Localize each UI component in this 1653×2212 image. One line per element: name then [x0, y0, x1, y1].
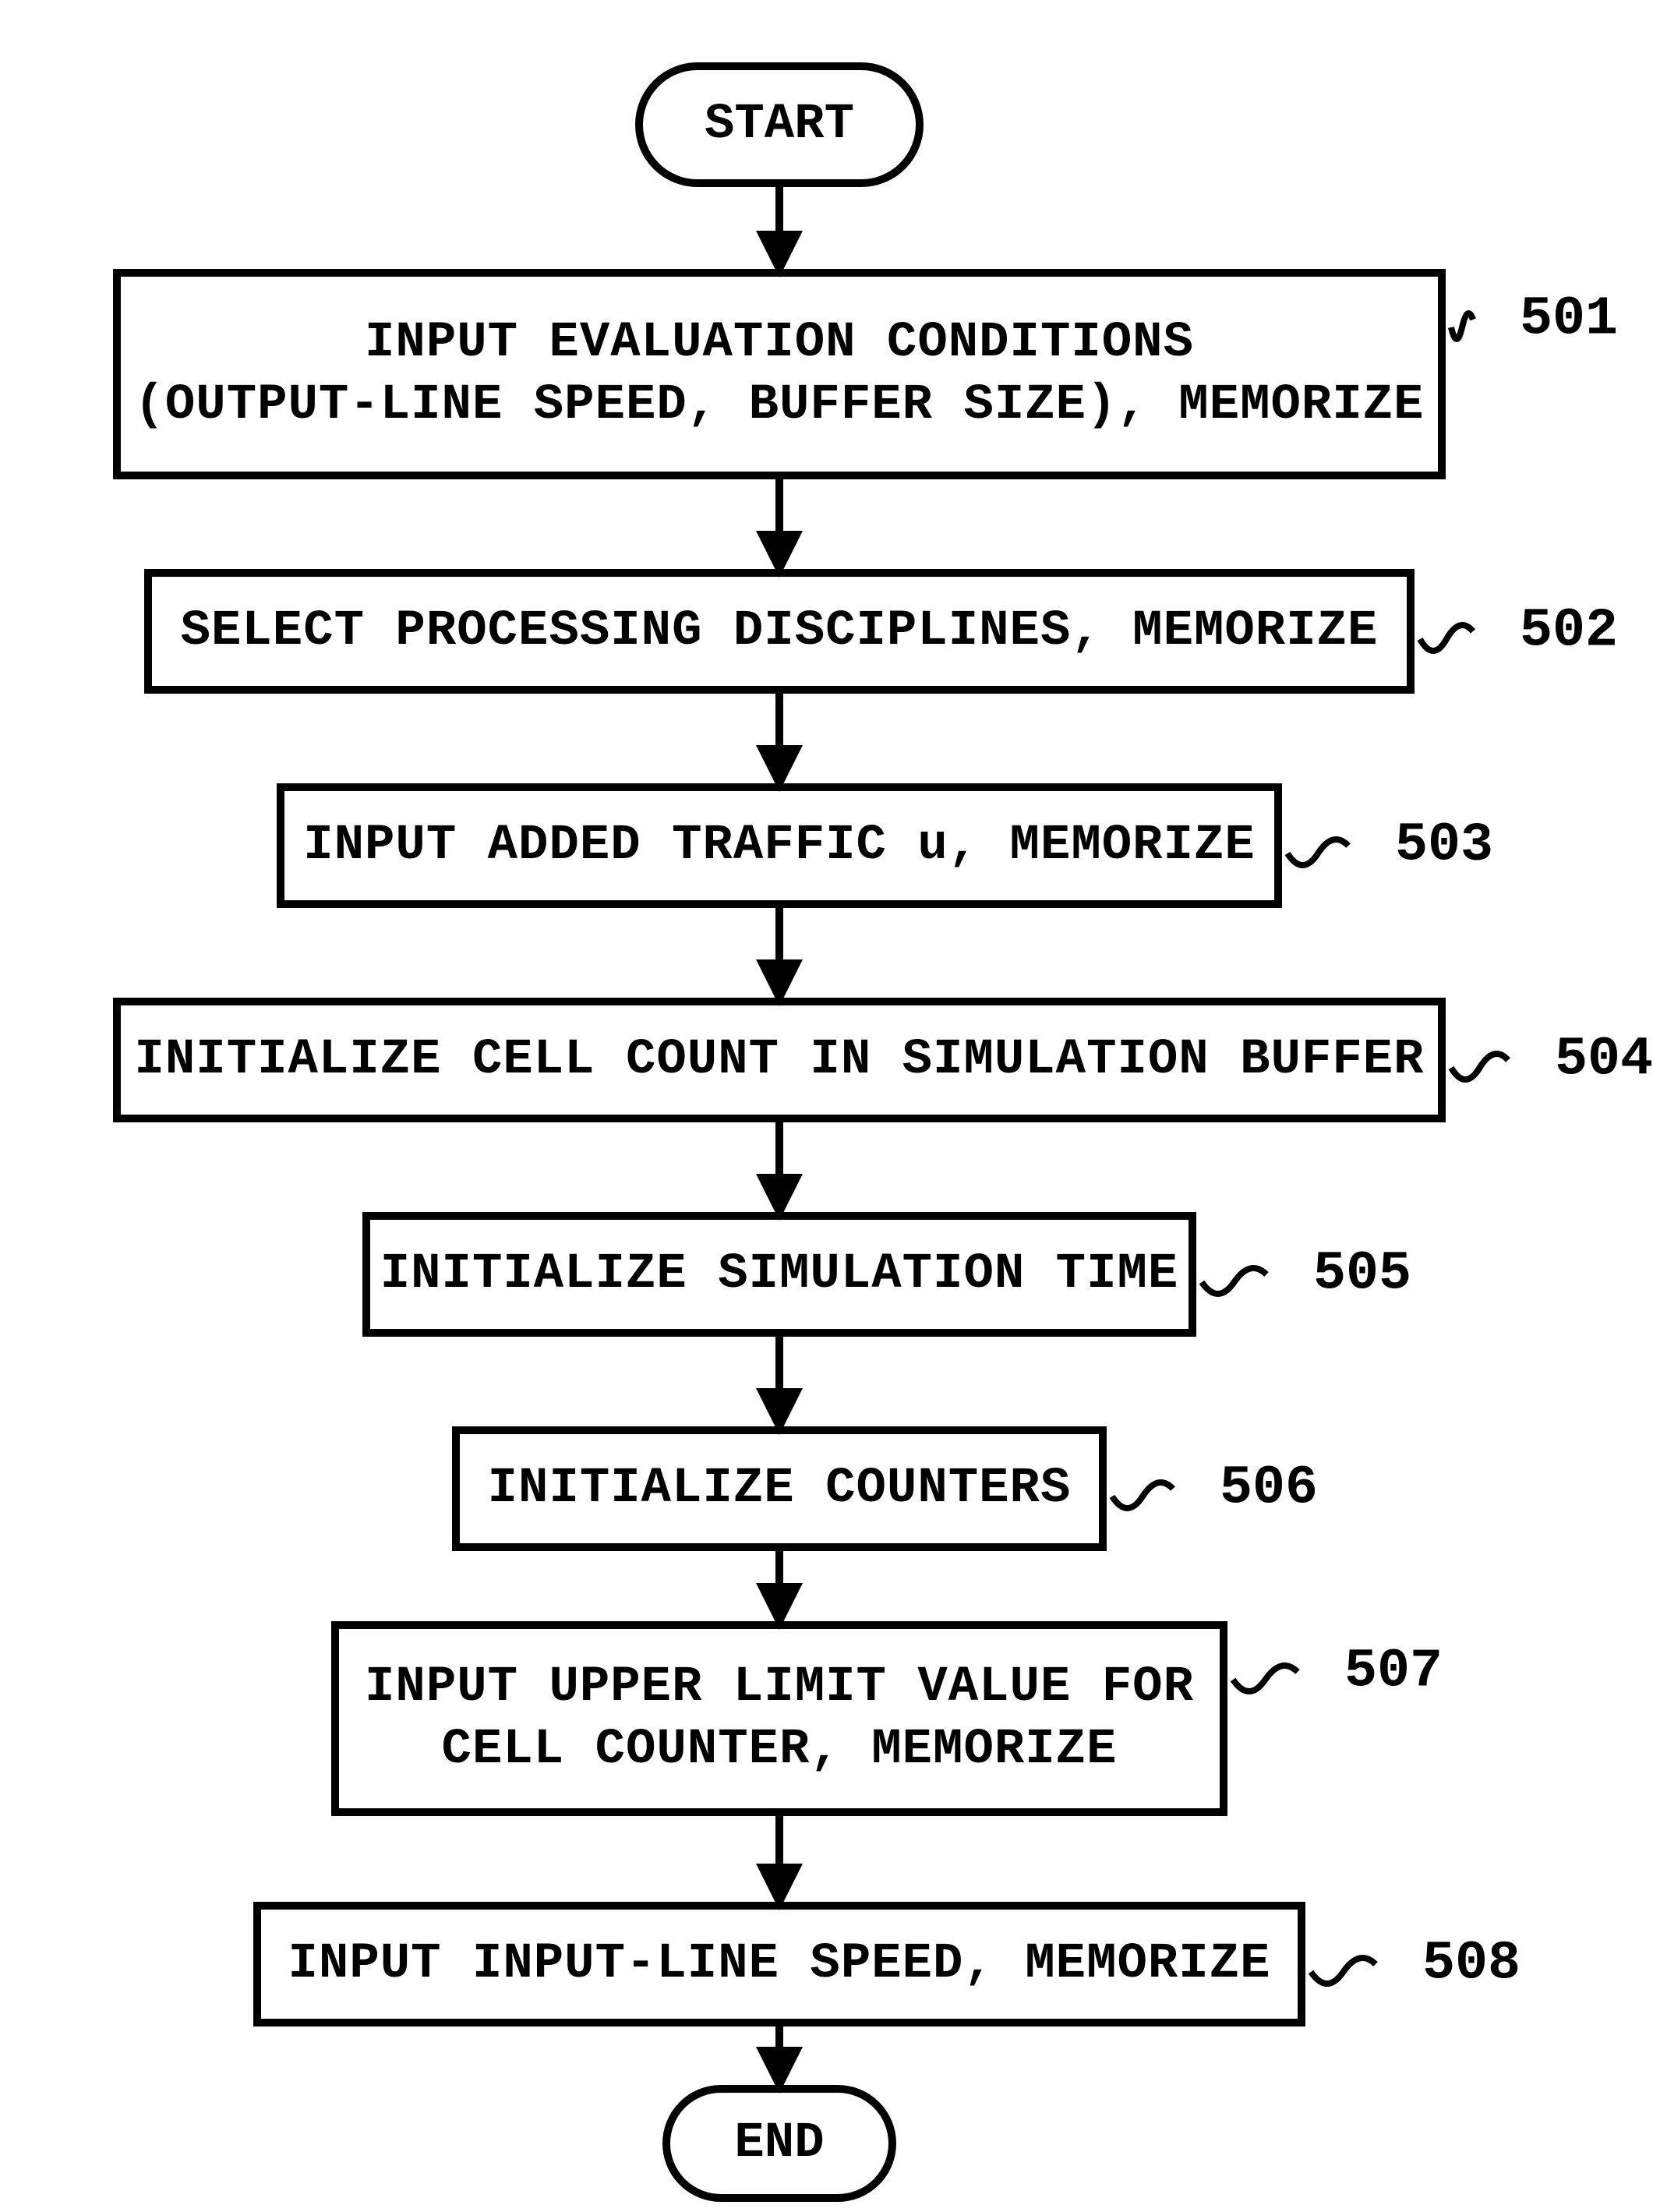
- process-text: INPUT INPUT-LINE SPEED, MEMORIZE: [288, 1936, 1271, 1992]
- ref-connector: [1287, 839, 1348, 865]
- process-text: CELL COUNTER, MEMORIZE: [442, 1722, 1118, 1778]
- process-text: INITIALIZE SIMULATION TIME: [380, 1246, 1179, 1302]
- process-box: [335, 1625, 1224, 1812]
- ref-connector: [1311, 1958, 1376, 1984]
- process-box: [117, 273, 1442, 475]
- process-text: INPUT ADDED TRAFFIC u, MEMORIZE: [303, 818, 1256, 874]
- ref-connector: [1451, 1054, 1508, 1079]
- ref-connector: [1233, 1666, 1298, 1691]
- process-text: INITIALIZE COUNTERS: [488, 1461, 1072, 1517]
- ref-label: 502: [1520, 601, 1618, 663]
- end-label: END: [734, 2115, 824, 2171]
- ref-connector: [1451, 313, 1473, 339]
- ref-label: 508: [1422, 1934, 1521, 1995]
- ref-connector: [1112, 1482, 1173, 1508]
- ref-label: 505: [1313, 1244, 1411, 1306]
- ref-label: 501: [1520, 289, 1618, 351]
- ref-label: 504: [1555, 1030, 1653, 1091]
- process-text: INITIALIZE CELL COUNT IN SIMULATION BUFF…: [134, 1032, 1424, 1088]
- start-label: START: [705, 97, 854, 153]
- process-text: (OUTPUT-LINE SPEED, BUFFER SIZE), MEMORI…: [134, 377, 1424, 433]
- ref-label: 506: [1220, 1458, 1318, 1520]
- ref-connector: [1202, 1268, 1266, 1294]
- flowchart-diagram: START INPUT EVALUATION CONDITIONS (OUTPUT-…: [0, 0, 1653, 2212]
- process-text: INPUT EVALUATION CONDITIONS: [365, 315, 1194, 371]
- process-text: INPUT UPPER LIMIT VALUE FOR: [365, 1659, 1194, 1716]
- ref-label: 503: [1395, 815, 1493, 877]
- process-text: SELECT PROCESSING DISCIPLINES, MEMORIZE: [181, 603, 1379, 659]
- ref-label: 507: [1344, 1641, 1443, 1703]
- ref-connector: [1420, 625, 1473, 651]
